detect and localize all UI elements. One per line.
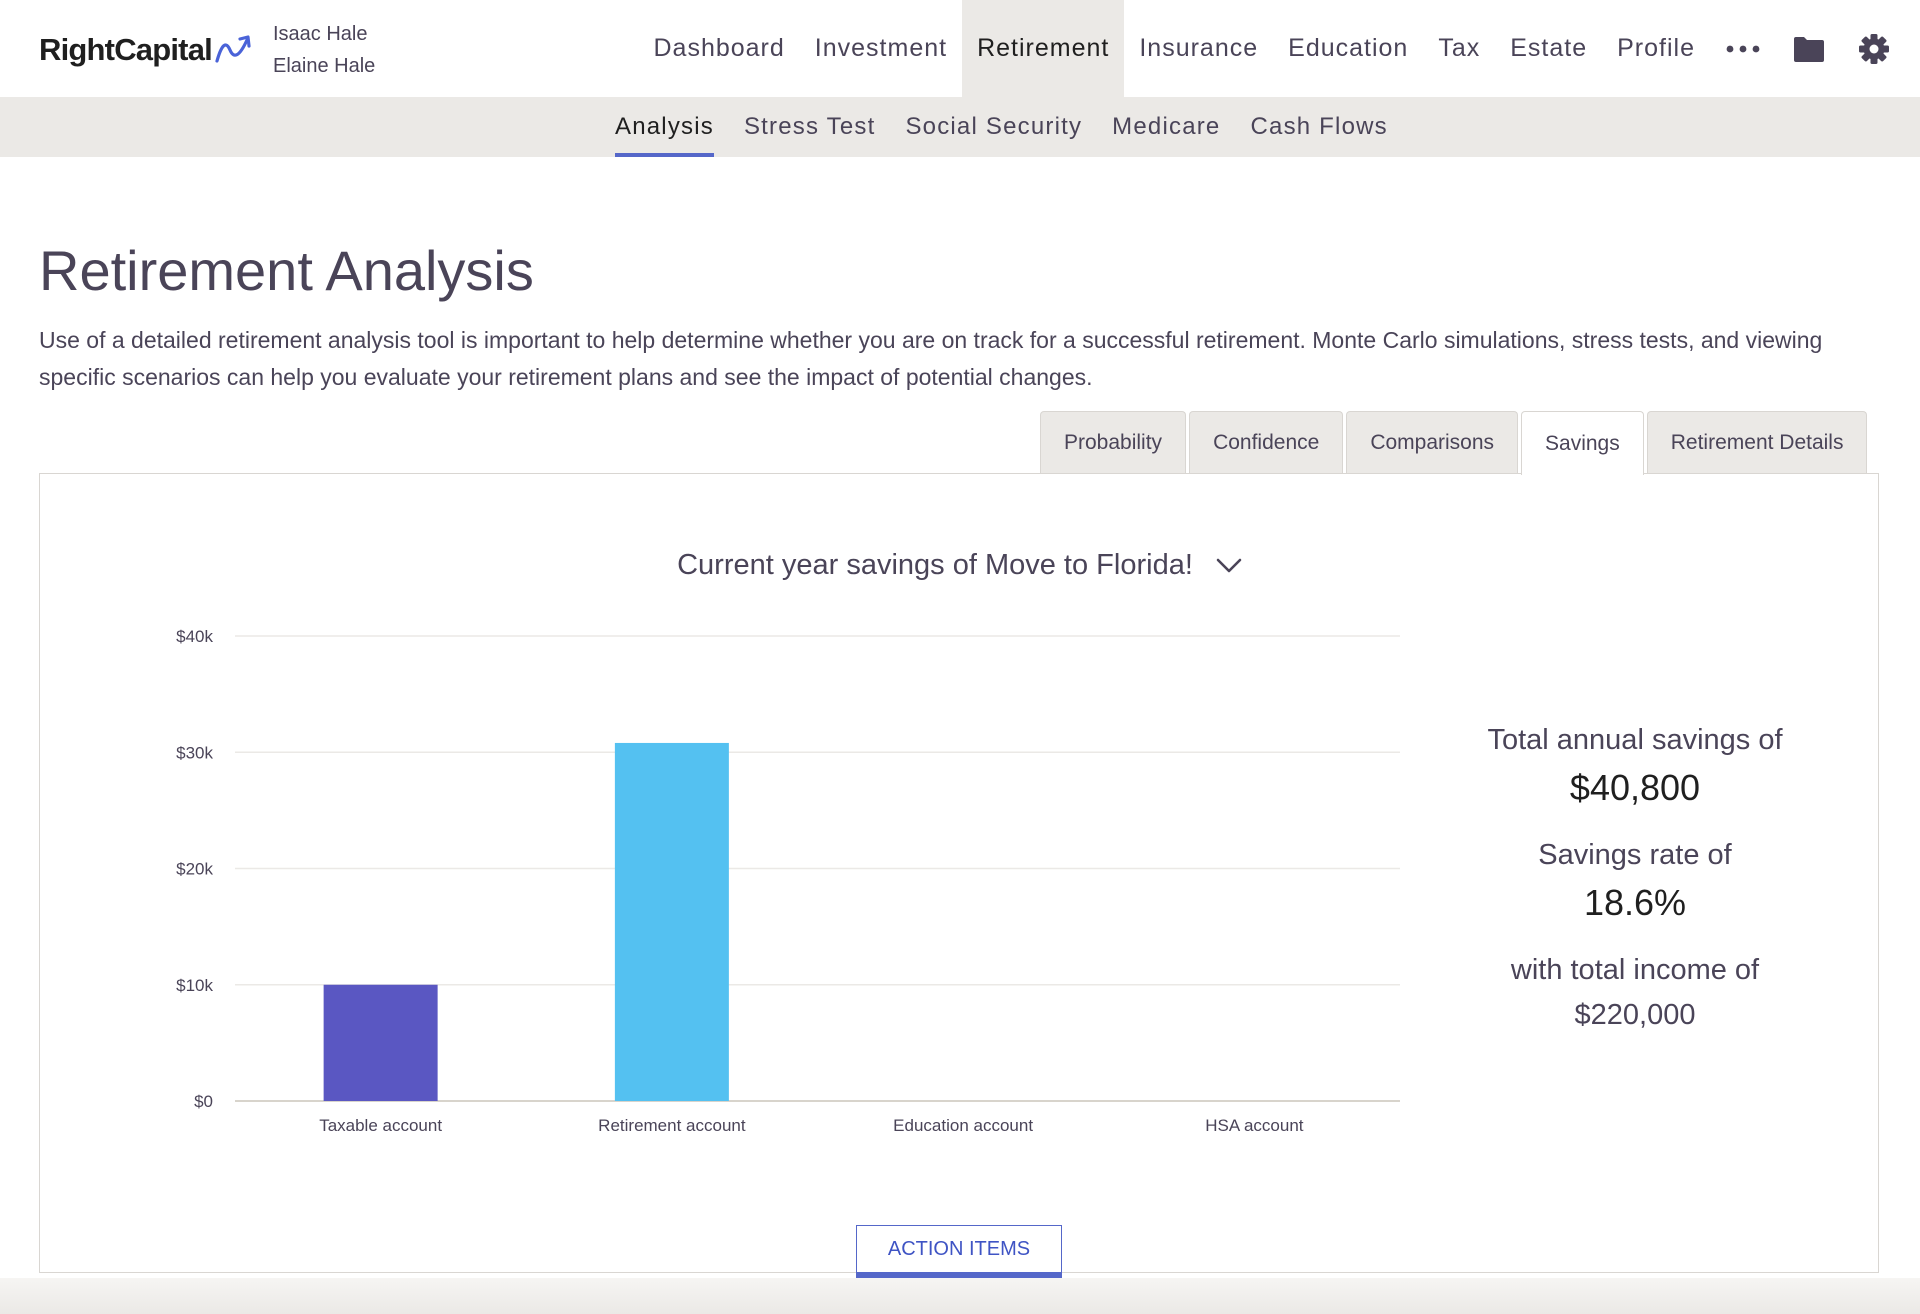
action-items-label: ACTION ITEMS — [887, 1238, 1031, 1260]
action-items-button[interactable]: ACTION ITEMS — [856, 1225, 1062, 1282]
y-tick-label: $20k — [176, 860, 213, 879]
page-intro: Use of a detailed retirement analysis to… — [39, 327, 1823, 390]
trend-arrow-icon — [215, 35, 251, 63]
nav-insurance[interactable]: Insurance — [1139, 34, 1259, 62]
y-tick-label: $40k — [176, 627, 213, 646]
subnav-medicare[interactable]: Medicare — [1112, 113, 1221, 140]
client-primary: Isaac Hale — [273, 23, 368, 45]
page-title: Retirement Analysis — [39, 239, 534, 302]
bar-taxable-account — [323, 984, 438, 1101]
sub-nav-bar: Analysis Stress Test Social Security Med… — [0, 97, 1920, 157]
savings-bar-chart: $0 $10k $20k $30k $40k Taxable account Retirem… — [176, 627, 1400, 1135]
tab-confidence[interactable]: Confidence — [1189, 411, 1344, 474]
savings-rate-value: 18.6% — [1583, 882, 1687, 923]
sub-nav: Analysis Stress Test Social Security Med… — [600, 97, 1403, 157]
total-savings-label: Total annual savings of — [1487, 724, 1783, 756]
x-tick-label: Retirement account — [598, 1116, 746, 1135]
scenario-selector[interactable]: Current year savings of Move to Florida! — [40, 549, 1880, 582]
client-secondary: Elaine Hale — [273, 55, 376, 77]
nav-tax[interactable]: Tax — [1438, 34, 1481, 62]
nav-estate[interactable]: Estate — [1510, 34, 1588, 62]
x-tick-label: HSA account — [1205, 1116, 1304, 1135]
page-bottom-edge — [0, 1278, 1920, 1314]
scenario-label: Current year savings of Move to Florida! — [677, 549, 1193, 581]
x-tick-label: Taxable account — [319, 1116, 442, 1135]
gear-icon[interactable] — [1842, 0, 1920, 97]
savings-rate-label: Savings rate of — [1538, 839, 1732, 871]
nav-profile[interactable]: Profile — [1617, 34, 1695, 62]
subnav-cash-flows[interactable]: Cash Flows — [1250, 113, 1388, 140]
client-names[interactable]: Isaac Hale Elaine Hale — [273, 18, 375, 82]
total-income-value: $220,000 — [1574, 999, 1696, 1031]
brand-logo[interactable]: RightCapital — [39, 30, 254, 70]
subnav-stress-test[interactable]: Stress Test — [743, 113, 876, 140]
x-tick-label: Education account — [893, 1116, 1033, 1135]
tab-savings[interactable]: Savings — [1521, 411, 1644, 475]
analysis-tabs: Probability Confidence Comparisons Savin… — [1040, 411, 1868, 475]
brand-name: RightCapital — [39, 32, 213, 67]
tab-probability[interactable]: Probability — [1040, 411, 1187, 474]
folder-icon[interactable] — [1776, 0, 1842, 97]
savings-panel: Current year savings of Move to Florida!… — [39, 473, 1880, 1282]
savings-summary: Total annual savings of $40,800 Savings … — [1370, 724, 1900, 1032]
chevron-down-icon — [1216, 558, 1242, 572]
y-tick-label: $30k — [176, 743, 213, 762]
nav-investment[interactable]: Investment — [814, 34, 948, 62]
total-savings-value: $40,800 — [1569, 767, 1701, 808]
nav-dashboard[interactable]: Dashboard — [653, 34, 785, 62]
nav-education[interactable]: Education — [1288, 34, 1409, 62]
tab-retirement-details[interactable]: Retirement Details — [1646, 411, 1868, 474]
y-tick-label: $0 — [194, 1092, 213, 1111]
y-tick-label: $10k — [176, 976, 213, 995]
more-dots-icon[interactable] — [1710, 0, 1776, 97]
top-header: RightCapital Isaac Hale Elaine Hale Dash… — [0, 0, 1920, 97]
subnav-analysis[interactable]: Analysis — [600, 97, 729, 157]
main-nav: Dashboard Investment Retirement Insuranc… — [638, 0, 1920, 97]
subnav-social-security[interactable]: Social Security — [905, 113, 1083, 140]
tab-comparisons[interactable]: Comparisons — [1346, 411, 1519, 474]
bar-retirement-account — [614, 742, 729, 1101]
total-income-label: with total income of — [1510, 954, 1760, 986]
nav-retirement[interactable]: Retirement — [962, 0, 1125, 97]
